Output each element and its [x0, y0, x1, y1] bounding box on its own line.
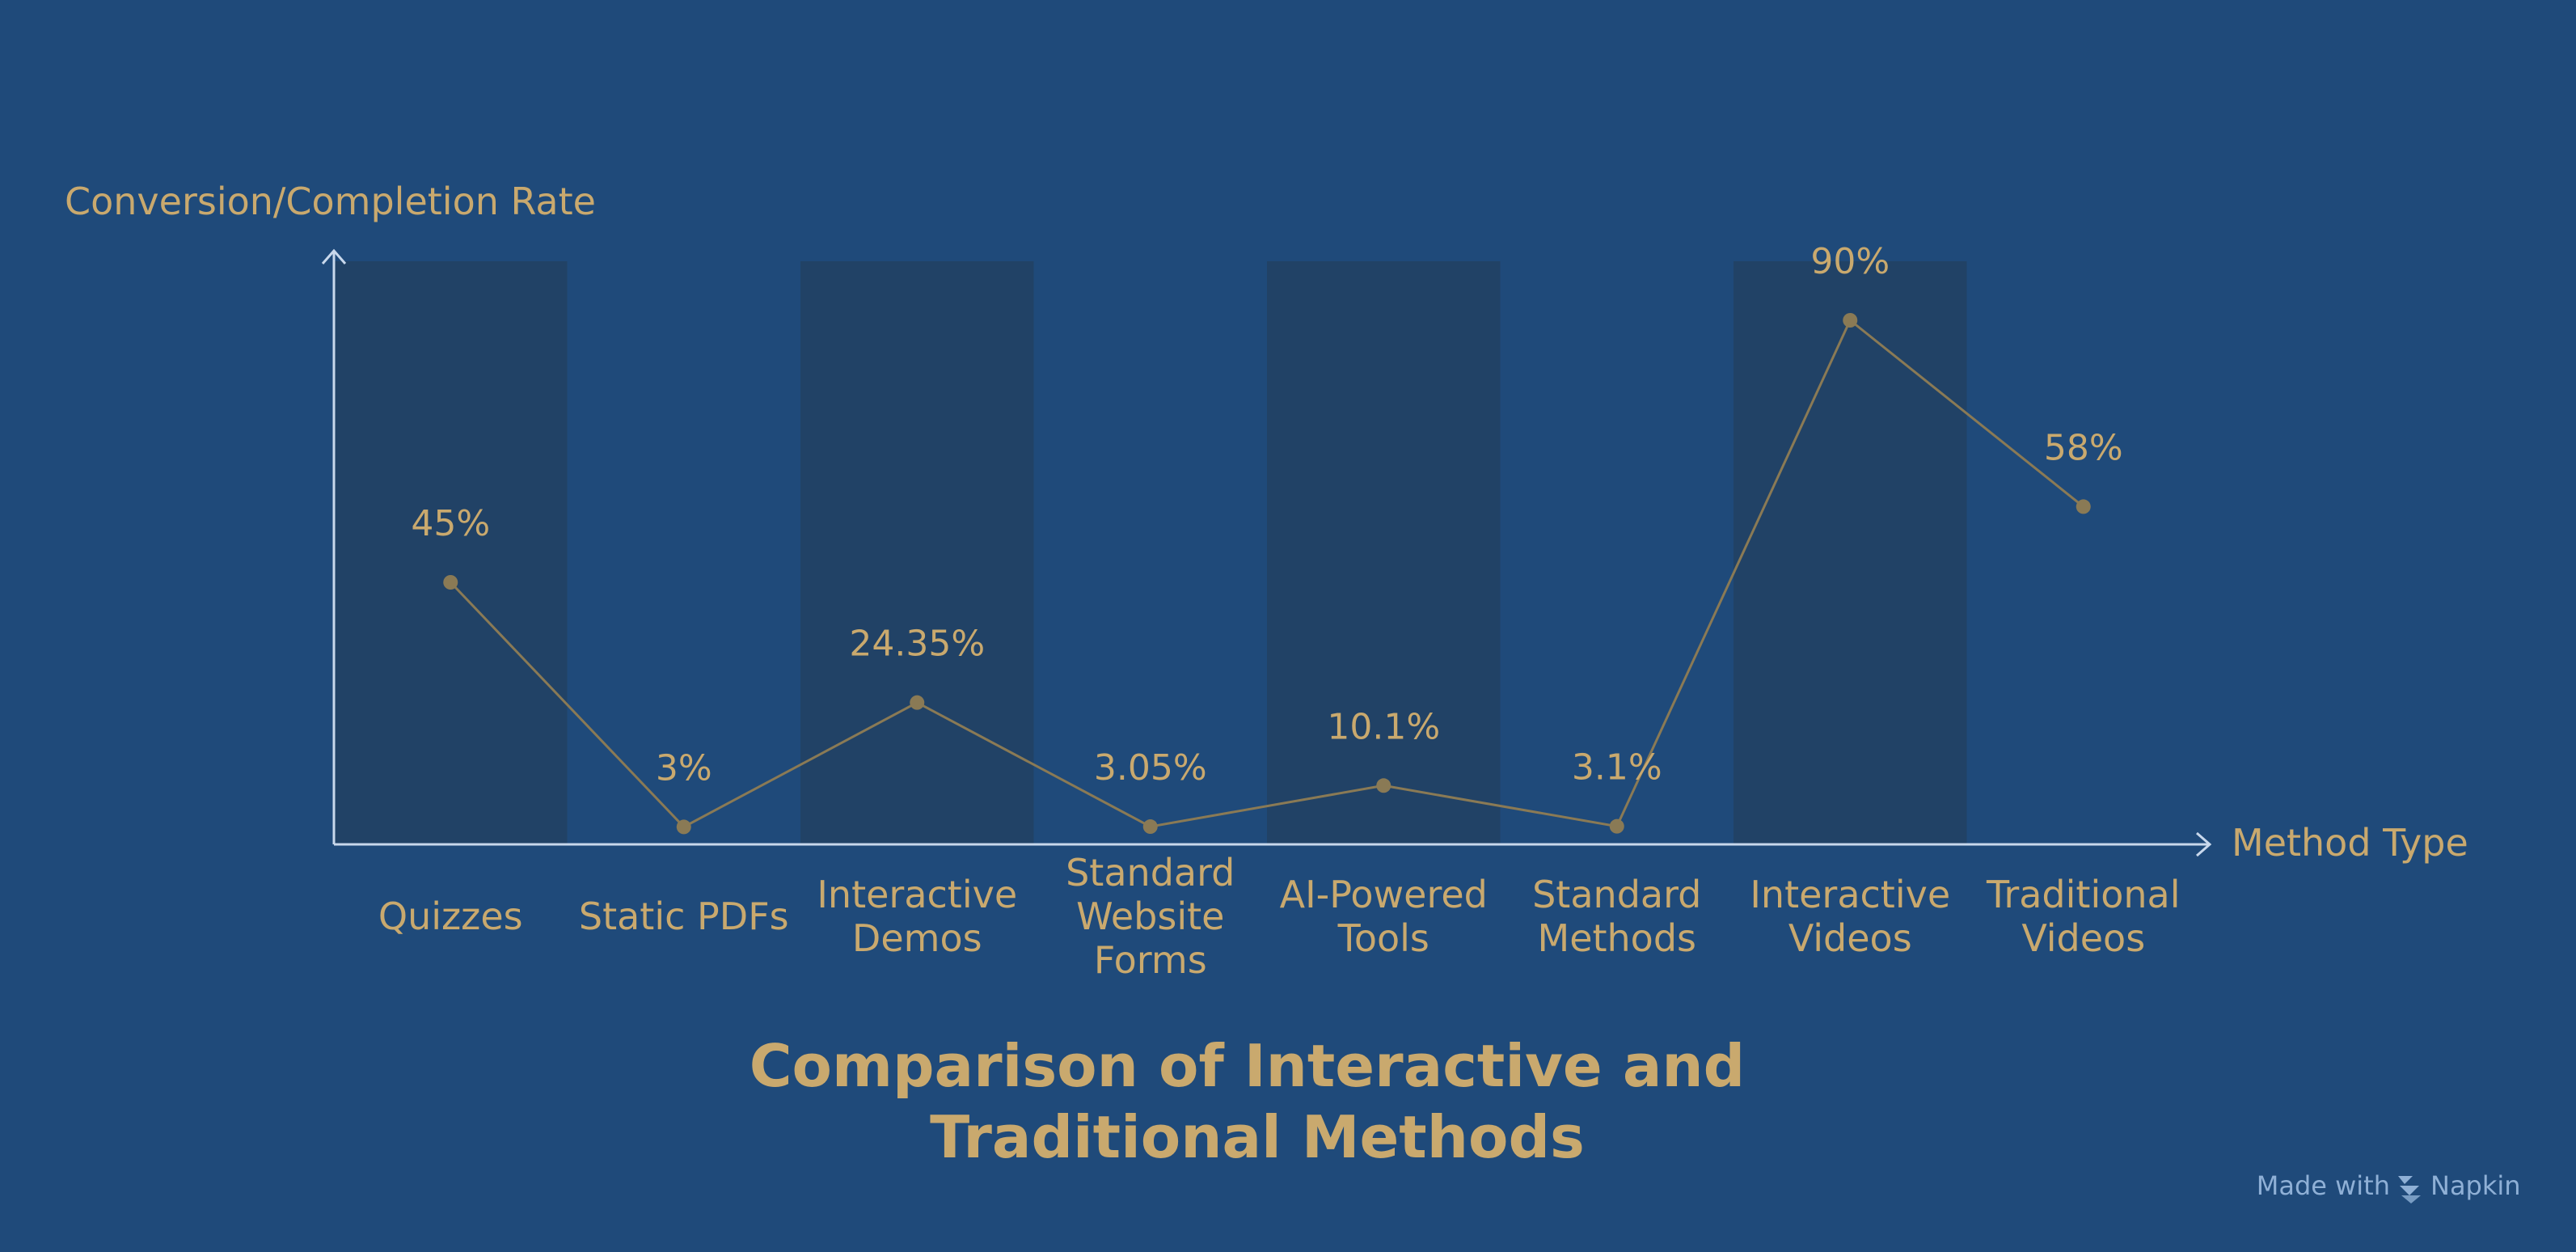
data-point: [1843, 313, 1858, 328]
series-line-segment: [1615, 319, 1852, 827]
data-label: 24.35%: [849, 624, 985, 665]
chart-title-line-1: Comparison of Interactive and: [750, 1032, 1746, 1100]
series-line-segment: [1849, 319, 2084, 508]
data-point: [2076, 499, 2091, 514]
data-point: [1376, 778, 1391, 793]
series-line-group: 45% 3% 24.35% 3.05% 10.1% 3.1% 90% 58%: [411, 241, 2123, 835]
y-axis-title: Conversion/Completion Rate: [65, 180, 596, 223]
column-bands: [334, 261, 1967, 844]
x-axis-title: Method Type: [2232, 821, 2468, 865]
data-label: 3.1%: [1572, 747, 1662, 789]
data-label: 3.05%: [1094, 747, 1207, 789]
category-label: AI-Powered Tools: [1280, 873, 1488, 960]
data-label: 10.1%: [1327, 706, 1440, 747]
column-band: [1267, 261, 1501, 844]
data-label: 90%: [1810, 241, 1890, 282]
column-band: [800, 261, 1034, 844]
data-point: [910, 695, 925, 710]
column-band: [334, 261, 568, 844]
category-label: Traditional Videos: [1986, 873, 2181, 960]
axes: [321, 248, 2212, 857]
category-label: Quizzes: [378, 895, 523, 938]
y-axis-arrow: [321, 248, 347, 264]
data-point: [443, 575, 458, 590]
made-with-text: Made with: [2257, 1170, 2390, 1201]
category-label: Standard Website Forms: [1066, 851, 1235, 982]
data-point: [1142, 819, 1158, 835]
category-label: Interactive Videos: [1750, 873, 1950, 960]
category-label: Static PDFs: [579, 895, 789, 938]
chart-title-line-2: Traditional Methods: [930, 1103, 1585, 1171]
column-band: [1734, 261, 1967, 844]
category-label: Interactive Demos: [817, 873, 1017, 960]
data-point: [1609, 818, 1624, 834]
series-line-segment: [683, 701, 918, 828]
napkin-logo-icon: [2398, 1176, 2421, 1203]
series-line-segment: [916, 701, 1151, 828]
series-line-segment: [450, 581, 685, 828]
data-label: 58%: [2044, 427, 2123, 468]
category-label: Standard Methods: [1532, 873, 1701, 960]
footer-credit: Made with Napkin: [2257, 1170, 2521, 1203]
category-labels: Quizzes Static PDFs Interactive Demos Standa…: [378, 851, 2181, 982]
series-line-segment: [1383, 784, 1618, 828]
data-point: [676, 819, 691, 835]
napkin-brand-text: Napkin: [2430, 1170, 2521, 1201]
x-axis-arrow: [2196, 831, 2212, 857]
series-line-segment: [1150, 784, 1384, 828]
data-label: 45%: [411, 503, 490, 544]
chart-title: Comparison of Interactive and Traditiona…: [750, 1032, 1766, 1171]
data-label: 3%: [656, 747, 712, 789]
